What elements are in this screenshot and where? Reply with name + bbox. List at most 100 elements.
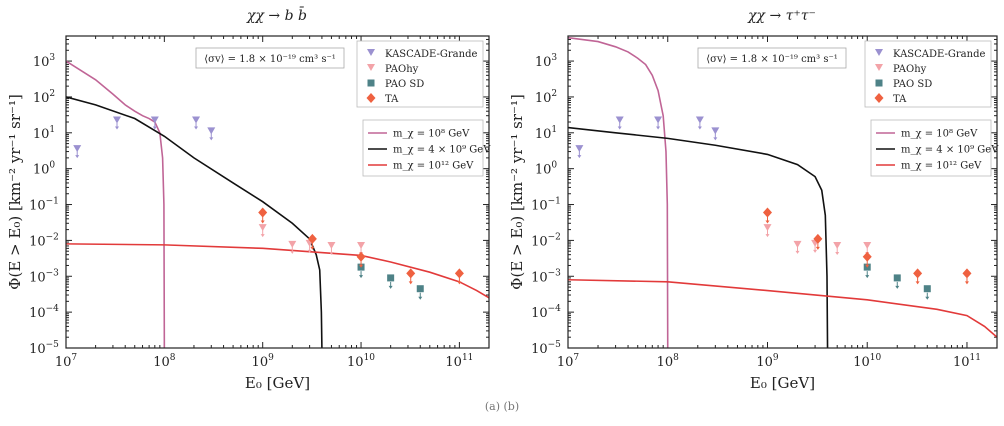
data-point-kascade-grande bbox=[695, 116, 704, 124]
data-point-kascade-grande bbox=[112, 116, 121, 124]
data-point-ta bbox=[356, 251, 366, 262]
limit-arrowhead bbox=[697, 126, 702, 130]
plot-frame bbox=[65, 35, 490, 349]
legend-label: TA bbox=[385, 94, 399, 105]
plot-frame bbox=[567, 35, 998, 349]
legend-label: PAO SD bbox=[893, 79, 932, 90]
limit-arrowhead bbox=[964, 281, 969, 285]
data-points bbox=[73, 116, 464, 300]
series-line-2 bbox=[568, 278, 997, 338]
data-point-ta bbox=[762, 207, 772, 218]
annotation-text: ⟨σv⟩ = 1.8 × 10⁻¹⁹ cm³ s⁻¹ bbox=[706, 54, 838, 65]
y-tick-label: 10−4 bbox=[29, 304, 59, 321]
data-point-kascade-grande bbox=[192, 116, 201, 124]
limit-arrowhead bbox=[418, 296, 423, 300]
series-lines bbox=[66, 60, 489, 348]
data-point-paohy bbox=[793, 240, 802, 248]
y-tick-label: 103 bbox=[33, 53, 56, 70]
limit-arrowhead bbox=[329, 251, 334, 255]
limit-arrowhead bbox=[307, 249, 312, 253]
chart-title: χχ → b b̄ bbox=[246, 6, 307, 24]
legend-label: KASCADE-Grande bbox=[385, 49, 477, 60]
data-point-ta bbox=[813, 233, 823, 244]
annotation-box bbox=[195, 47, 345, 69]
data-legend-box bbox=[864, 40, 992, 108]
data-legend-box bbox=[356, 40, 484, 108]
y-tick-label: 101 bbox=[33, 125, 55, 142]
x-tick-label: 107 bbox=[557, 353, 580, 370]
y-tick-label: 10−4 bbox=[531, 304, 561, 321]
x-tick-label: 108 bbox=[153, 353, 176, 370]
data-point-pao-sd bbox=[893, 274, 901, 282]
limit-arrowhead bbox=[260, 220, 265, 224]
limit-arrowhead bbox=[152, 126, 157, 130]
y-tick-label: 10−2 bbox=[531, 232, 561, 249]
y-tick-label: 10−3 bbox=[29, 268, 59, 285]
legend-label: m_χ = 10¹² GeV bbox=[393, 161, 474, 172]
y-tick-label: 101 bbox=[535, 125, 557, 142]
data-point-kascade-grande bbox=[150, 116, 159, 124]
series-legend-box bbox=[362, 119, 484, 177]
limit-arrowhead bbox=[795, 250, 800, 254]
x-tick-label: 1011 bbox=[445, 353, 473, 370]
x-tick-label: 107 bbox=[55, 353, 78, 370]
series-line-0 bbox=[66, 60, 166, 348]
footer-caption: (a) (b) bbox=[485, 400, 519, 413]
y-tick-label: 10−1 bbox=[29, 197, 59, 214]
legend-label: m_χ = 4 × 10⁹ GeV bbox=[393, 145, 491, 156]
annotation-box bbox=[697, 47, 847, 69]
y-axis-label: Φ(E > E₀) [km⁻² yr⁻¹ sr⁻¹] bbox=[508, 94, 526, 290]
data-point-ta bbox=[862, 251, 872, 262]
y-tick-label: 103 bbox=[535, 53, 558, 70]
x-tick-label: 1010 bbox=[347, 353, 375, 370]
legend-label: m_χ = 4 × 10⁹ GeV bbox=[901, 145, 999, 156]
data-points bbox=[575, 116, 972, 300]
data-point-pao-sd bbox=[923, 285, 931, 293]
limit-arrowhead bbox=[815, 246, 820, 250]
legend-marker bbox=[367, 64, 375, 71]
y-tick-label: 100 bbox=[535, 161, 558, 178]
legend-marker bbox=[874, 93, 884, 103]
legend-label: PAOhy bbox=[893, 64, 927, 75]
limit-arrowhead bbox=[194, 126, 199, 130]
data-point-ta bbox=[307, 233, 317, 244]
limit-arrowhead bbox=[713, 137, 718, 141]
y-tick-label: 10−1 bbox=[531, 197, 561, 214]
series-line-2 bbox=[66, 243, 489, 299]
limit-arrowhead bbox=[865, 275, 870, 279]
x-tick-label: 109 bbox=[756, 353, 779, 370]
x-tick-label: 108 bbox=[657, 353, 680, 370]
limit-arrowhead bbox=[310, 246, 315, 250]
data-point-paohy bbox=[763, 224, 772, 232]
limit-arrowhead bbox=[408, 281, 413, 285]
data-point-ta bbox=[962, 268, 972, 279]
y-tick-label: 102 bbox=[535, 89, 557, 106]
data-point-kascade-grande bbox=[73, 145, 82, 153]
limit-arrowhead bbox=[835, 251, 840, 255]
data-point-ta bbox=[258, 207, 268, 218]
data-point-paohy bbox=[327, 241, 336, 249]
annotation-text: ⟨σv⟩ = 1.8 × 10⁻¹⁹ cm³ s⁻¹ bbox=[204, 54, 336, 65]
legend-marker bbox=[875, 79, 883, 87]
limit-arrowhead bbox=[895, 285, 900, 289]
panel-left: χχ → b b̄ 107 108 109 1010 1011 10−5 10−4 10−3 10… bbox=[6, 6, 491, 392]
legend-label: m_χ = 10¹² GeV bbox=[901, 161, 982, 172]
limit-arrowhead bbox=[915, 281, 920, 285]
data-point-paohy bbox=[863, 241, 872, 249]
limit-arrowhead bbox=[813, 249, 818, 253]
limit-arrowhead bbox=[388, 285, 393, 289]
limit-arrowhead bbox=[765, 234, 770, 238]
series-line-1 bbox=[66, 96, 323, 348]
legend-label: KASCADE-Grande bbox=[893, 49, 985, 60]
legend-marker bbox=[875, 64, 883, 71]
legend-marker bbox=[366, 93, 376, 103]
legend-marker bbox=[367, 49, 375, 56]
limit-arrowhead bbox=[359, 275, 364, 279]
x-tick-label: 1011 bbox=[953, 353, 981, 370]
limit-arrowhead bbox=[260, 234, 265, 238]
data-point-ta bbox=[454, 268, 464, 279]
x-axis-label: E₀ [GeV] bbox=[245, 374, 310, 392]
chart-title: χχ → τ⁺τ⁻ bbox=[747, 8, 816, 24]
data-point-paohy bbox=[258, 224, 267, 232]
